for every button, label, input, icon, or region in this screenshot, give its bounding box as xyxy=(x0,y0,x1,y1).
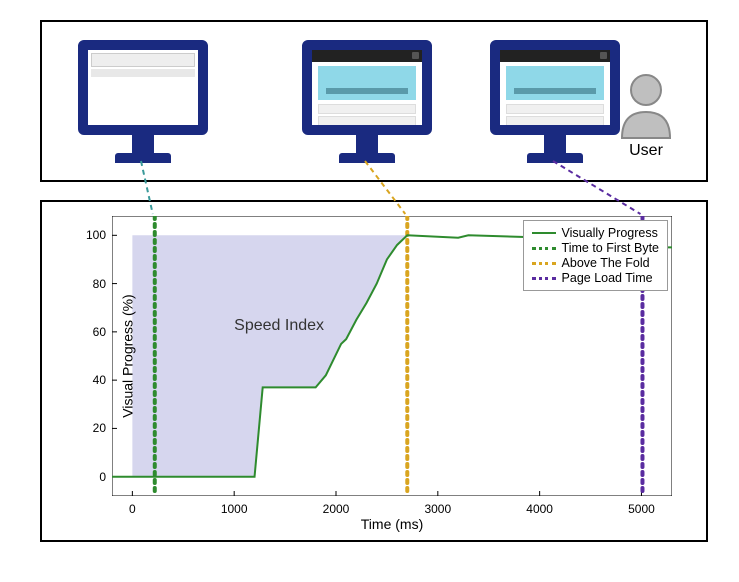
user-icon: User xyxy=(606,72,686,160)
y-tick: 40 xyxy=(93,373,106,387)
monitors-panel: User xyxy=(40,20,708,182)
legend-item: Time to First Byte xyxy=(532,241,659,255)
x-tick: 0 xyxy=(129,502,136,516)
x-axis-label: Time (ms) xyxy=(361,516,423,532)
y-tick: 60 xyxy=(93,325,106,339)
y-tick: 100 xyxy=(86,228,106,242)
user-label: User xyxy=(606,142,686,160)
monitor-screen xyxy=(78,40,208,135)
monitor-screen xyxy=(490,40,620,135)
y-tick: 20 xyxy=(93,421,106,435)
monitor-partial xyxy=(302,40,432,163)
x-tick: 2000 xyxy=(323,502,350,516)
monitor-screen xyxy=(302,40,432,135)
monitor-blank xyxy=(78,40,208,163)
chart-panel: Visual Progress (%) Time (ms) Speed Inde… xyxy=(40,200,708,542)
legend-item: Visually Progress xyxy=(532,226,659,240)
chart: Visual Progress (%) Time (ms) Speed Inde… xyxy=(112,216,672,496)
x-tick: 3000 xyxy=(424,502,451,516)
y-tick: 0 xyxy=(99,470,106,484)
x-tick: 5000 xyxy=(628,502,655,516)
legend: Visually ProgressTime to First ByteAbove… xyxy=(523,220,668,291)
speed-index-label: Speed Index xyxy=(234,317,324,335)
y-tick: 80 xyxy=(93,277,106,291)
monitor-full xyxy=(490,40,620,163)
legend-item: Above The Fold xyxy=(532,256,659,270)
legend-item: Page Load Time xyxy=(532,271,659,285)
x-tick: 1000 xyxy=(221,502,248,516)
y-axis-label: Visual Progress (%) xyxy=(120,294,136,417)
x-tick: 4000 xyxy=(526,502,553,516)
